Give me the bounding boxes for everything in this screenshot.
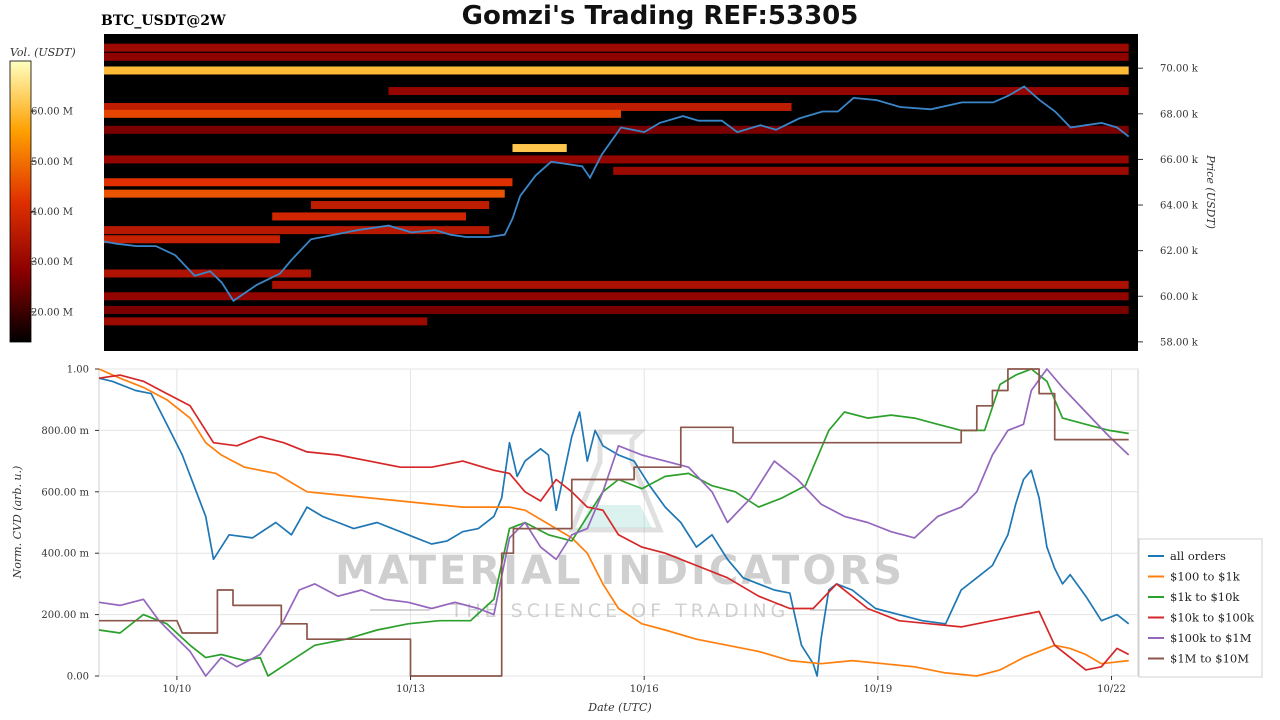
watermark-title: MATERIAL INDICATORS: [335, 548, 905, 594]
cvd-line-usd10k-100k: [98, 374, 1130, 671]
ticker-label: BTC_USDT@2W: [101, 13, 226, 29]
heatmap-band: [104, 155, 1129, 164]
legend-label: $1M to $10M: [1170, 652, 1249, 666]
colorbar-gradient: [9, 60, 32, 343]
heatmap-band: [104, 102, 792, 111]
cvd-x-tick-label: 10/22: [1097, 684, 1126, 695]
cvd-line-usd100-1k: [98, 368, 1129, 677]
price-tick-label: 70.00 k: [1160, 64, 1199, 75]
cvd-plot-area: [98, 368, 1139, 677]
colorbar-tick-label: 50.00 M: [31, 157, 73, 168]
price-tick-label: 62.00 k: [1160, 246, 1199, 257]
cvd-line-all-orders: [98, 377, 1130, 677]
heatmap-band: [104, 189, 505, 198]
price-tick-label: 64.00 k: [1160, 201, 1199, 212]
legend-items: all orders $100 to $1k $1k to $10k $10k to …: [1148, 549, 1255, 666]
colorbar-label: Vol. (USDT): [10, 46, 76, 59]
legend-label: $1k to $10k: [1170, 590, 1240, 604]
price-tick-label: 68.00 k: [1160, 109, 1199, 120]
price-axis-label: Price (USDT): [1204, 154, 1217, 229]
price-tick-label: 60.00 k: [1160, 292, 1199, 303]
colorbar-tick-label: 20.00 M: [31, 307, 73, 318]
price-tick-label: 58.00 k: [1160, 337, 1199, 348]
colorbar: Vol. (USDT) 20.00 M 30.00 M 40.00 M 50.00 M…: [9, 46, 76, 343]
heatmap-band: [104, 109, 621, 118]
cvd-axis-label: Norm. CVD (arb. u.): [11, 466, 24, 580]
price-tick-label: 66.00 k: [1160, 155, 1199, 166]
heatmap-band: [272, 280, 1129, 289]
cvd-line-usd100k-1m: [98, 368, 1130, 677]
colorbar-tick-label: 60.00 M: [31, 107, 73, 118]
heatmap-band: [104, 226, 490, 235]
heatmap-band: [512, 144, 567, 153]
legend-label: $10k to $100k: [1170, 611, 1255, 625]
price-axis: 58.00 k 60.00 k 62.00 k 64.00 k 66.00 k 68.00…: [1138, 64, 1199, 348]
cvd-panel: MATERIAL INDICATORS THE SCIENCE OF TRADI…: [11, 365, 1139, 714]
colorbar-tick-label: 30.00 M: [31, 257, 73, 268]
heatmap-band: [104, 52, 1129, 61]
heatmap-band: [104, 178, 513, 187]
cvd-x-tick-label: 10/19: [863, 684, 892, 695]
cvd-series-layer: [98, 368, 1130, 677]
heatmap-band: [104, 235, 280, 244]
cvd-line-usd1m-10m: [99, 368, 1129, 677]
heatmap-band: [104, 269, 311, 278]
legend-label: $100 to $1k: [1170, 570, 1241, 584]
cvd-x-tick-label: 10/10: [162, 684, 191, 695]
cvd-x-tick-label: 10/16: [630, 684, 659, 695]
cvd-y-tick-label: 400.00 m: [41, 549, 89, 560]
heatmap-band: [388, 87, 1129, 96]
heatmap-band: [104, 66, 1129, 75]
legend-label: all orders: [1170, 549, 1226, 563]
colorbar-tick-label: 40.00 M: [31, 207, 73, 218]
heatmap-band: [104, 317, 428, 326]
date-axis-label: Date (UTC): [587, 701, 651, 714]
cvd-y-tick-label: 200.00 m: [41, 610, 89, 621]
legend-label: $100k to $1M: [1170, 631, 1252, 645]
heatmap-band: [272, 212, 466, 221]
cvd-y-tick-label: 0.00: [67, 672, 89, 683]
cvd-y-tick-label: 600.00 m: [41, 487, 89, 498]
heatmap-band: [613, 166, 1129, 175]
heatmap-panel: 58.00 k 60.00 k 62.00 k 64.00 k 66.00 k 68.00…: [103, 34, 1217, 351]
legend-box: [1138, 538, 1263, 678]
heatmap-band: [310, 201, 490, 210]
heatmap-band: [104, 125, 1129, 134]
flask-liquid-shape: [580, 505, 652, 528]
colorbar-ticks: 20.00 M 30.00 M 40.00 M 50.00 M 60.00 M: [31, 107, 73, 318]
heatmap-bands: [104, 43, 1129, 326]
legend: all orders $100 to $1k $1k to $10k $10k to …: [1138, 538, 1263, 678]
cvd-x-tick-label: 10/13: [396, 684, 425, 695]
cvd-y-tick-label: 1.00: [67, 365, 89, 376]
chart-title: Gomzi's Trading REF:53305: [462, 1, 859, 31]
heatmap-band: [104, 305, 1129, 314]
heatmap-band: [104, 43, 1129, 52]
price-line: [103, 85, 1130, 303]
price-line-layer: [103, 85, 1130, 303]
watermark-subtitle: THE SCIENCE OF TRADING: [450, 600, 790, 622]
heatmap-band: [104, 292, 1129, 301]
flask-icon: [568, 429, 664, 533]
cvd-y-tick-label: 800.00 m: [41, 426, 89, 437]
watermark: MATERIAL INDICATORS THE SCIENCE OF TRADI…: [335, 429, 905, 622]
cvd-axes-ticks: 0.00 200.00 m 400.00 m 600.00 m 800.00 m 1.00…: [41, 365, 1126, 696]
